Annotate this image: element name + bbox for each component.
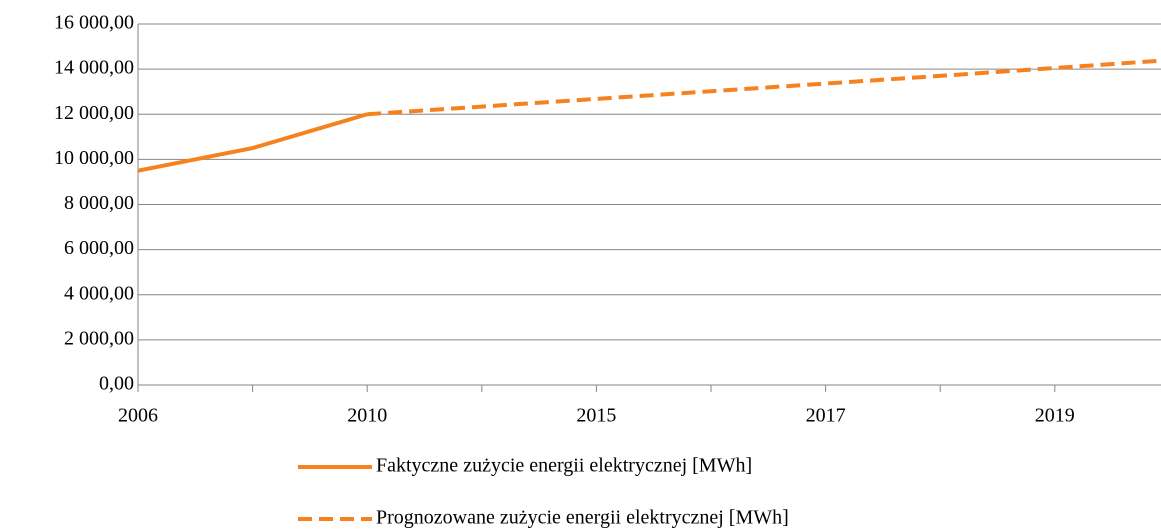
y-tick-label: 4 000,00 [64,282,134,304]
x-tick-label: 2015 [576,405,616,427]
y-tick-label: 2 000,00 [64,327,134,349]
x-tick-label: 2017 [806,405,846,427]
y-tick-label: 8 000,00 [64,192,134,214]
series-line [367,58,1161,117]
y-tick-label: 16 000,00 [54,12,134,34]
y-tick-label: 0,00 [99,373,134,395]
y-tick-label: 6 000,00 [64,237,134,259]
y-tick-label: 12 000,00 [54,102,134,124]
x-tick-label: 2006 [118,405,158,427]
y-tick-label: 14 000,00 [54,57,134,79]
x-tick-label: 2019 [1035,405,1075,427]
x-tick-label: 2010 [347,405,387,427]
y-tick-label: 10 000,00 [54,147,134,169]
legend-label: Faktyczne zużycie energii elektrycznej [… [376,455,752,477]
legend-label: Prognozowane zużycie energii elektryczne… [376,507,789,529]
series-line [137,112,368,173]
